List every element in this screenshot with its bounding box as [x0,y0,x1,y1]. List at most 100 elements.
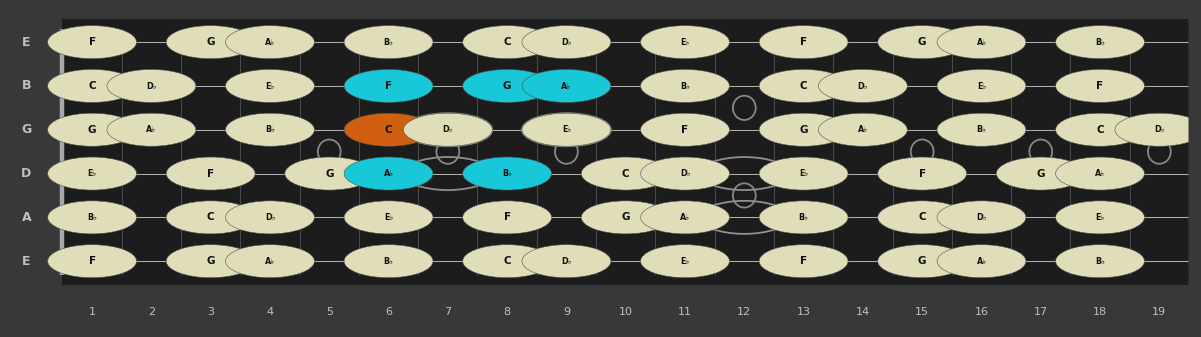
Ellipse shape [226,201,315,234]
Ellipse shape [226,245,315,278]
Text: G: G [207,37,215,47]
Ellipse shape [878,245,967,278]
Text: D♭: D♭ [1154,125,1165,134]
Ellipse shape [937,113,1026,146]
Text: C: C [1097,125,1104,135]
Text: D♭: D♭ [858,82,868,90]
Text: A♭: A♭ [147,125,156,134]
Ellipse shape [937,26,1026,59]
Text: B♭: B♭ [265,125,275,134]
Text: D: D [22,167,31,180]
Text: 17: 17 [1034,307,1047,317]
Text: 3: 3 [208,307,214,317]
Ellipse shape [759,26,848,59]
Ellipse shape [522,69,611,102]
Ellipse shape [166,157,255,190]
Text: 1: 1 [89,307,96,317]
Text: E♭: E♭ [976,82,986,90]
Text: B♭: B♭ [799,213,808,222]
Ellipse shape [166,201,255,234]
Text: B♭: B♭ [1095,38,1105,47]
Text: 4: 4 [267,307,274,317]
Ellipse shape [640,26,729,59]
Ellipse shape [818,69,907,102]
Text: D♭: D♭ [680,169,691,178]
Ellipse shape [226,113,315,146]
Text: B♭: B♭ [976,125,986,134]
Text: F: F [800,37,807,47]
Text: E♭: E♭ [88,169,96,178]
Text: E♭: E♭ [681,257,689,266]
Text: 7: 7 [444,307,452,317]
Text: A♭: A♭ [976,257,986,266]
Text: B♭: B♭ [88,213,97,222]
Text: D♭: D♭ [147,82,156,90]
Text: D♭: D♭ [264,213,275,222]
Ellipse shape [640,201,729,234]
Ellipse shape [640,113,729,146]
Text: A: A [22,211,31,224]
Text: A♭: A♭ [858,125,868,134]
Text: B: B [22,80,31,92]
Text: 19: 19 [1152,307,1166,317]
Text: 5: 5 [325,307,333,317]
Text: F: F [207,168,214,179]
Ellipse shape [581,201,670,234]
Text: 15: 15 [915,307,930,317]
Ellipse shape [1056,245,1145,278]
Text: 2: 2 [148,307,155,317]
Text: A♭: A♭ [976,38,986,47]
Text: G: G [1036,168,1045,179]
Ellipse shape [107,113,196,146]
Ellipse shape [226,69,315,102]
Text: 16: 16 [974,307,988,317]
Ellipse shape [937,245,1026,278]
Ellipse shape [522,26,611,59]
Ellipse shape [1056,113,1145,146]
Ellipse shape [48,157,137,190]
Text: F: F [386,81,392,91]
Text: E: E [22,255,31,268]
Text: G: G [918,37,926,47]
Ellipse shape [878,26,967,59]
Ellipse shape [878,157,967,190]
Ellipse shape [878,201,967,234]
Text: C: C [89,81,96,91]
Ellipse shape [48,245,137,278]
Ellipse shape [1056,69,1145,102]
Ellipse shape [937,69,1026,102]
Text: F: F [919,168,926,179]
Text: 11: 11 [679,307,692,317]
Ellipse shape [640,157,729,190]
Ellipse shape [640,69,729,102]
Ellipse shape [345,201,434,234]
Text: G: G [621,212,631,222]
Ellipse shape [759,113,848,146]
Ellipse shape [166,245,255,278]
Ellipse shape [48,26,137,59]
Ellipse shape [937,201,1026,234]
Text: 10: 10 [619,307,633,317]
Text: E♭: E♭ [681,38,689,47]
Ellipse shape [166,26,255,59]
Ellipse shape [522,245,611,278]
Text: E♭: E♭ [384,213,393,222]
Text: G: G [325,168,334,179]
Ellipse shape [345,26,434,59]
Ellipse shape [462,26,551,59]
Text: 13: 13 [796,307,811,317]
Ellipse shape [1056,26,1145,59]
FancyBboxPatch shape [62,19,1189,285]
Text: G: G [503,81,512,91]
Ellipse shape [759,69,848,102]
Ellipse shape [759,201,848,234]
Ellipse shape [226,26,315,59]
Ellipse shape [462,245,551,278]
Text: F: F [89,256,96,266]
Text: C: C [919,212,926,222]
Ellipse shape [462,69,551,102]
Text: A♭: A♭ [561,82,572,90]
Text: E: E [22,36,31,49]
Text: G: G [800,125,808,135]
Ellipse shape [345,157,434,190]
